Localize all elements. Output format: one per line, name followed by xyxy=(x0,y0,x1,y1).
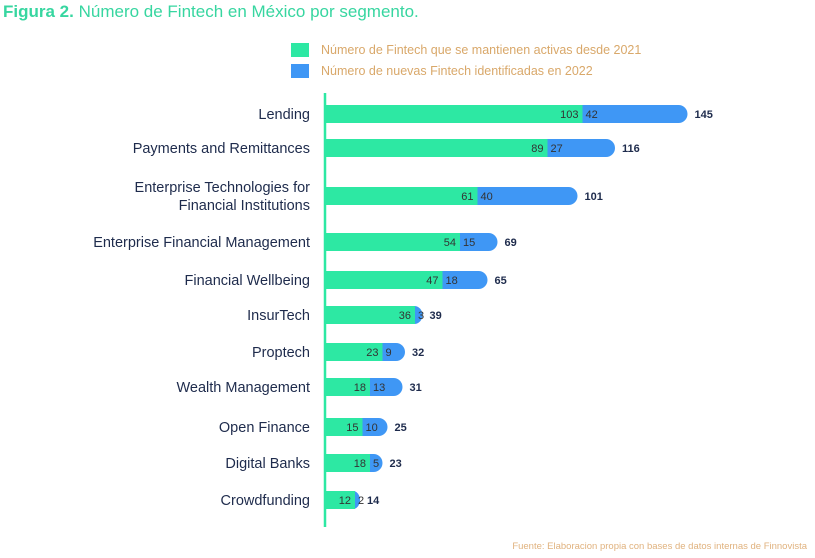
legend-swatch-blue xyxy=(291,64,309,78)
total-label-lending: 145 xyxy=(695,109,713,121)
value-label-new-proptech: 9 xyxy=(386,347,392,359)
value-label-active-insurtech: 36 xyxy=(399,310,411,322)
bar-segment-active-insurtech xyxy=(325,306,415,324)
category-label-wealth-management: Wealth Management xyxy=(176,380,310,396)
bar-segment-new-enterprise-financial-management xyxy=(451,233,498,251)
value-label-active-crowdfunding: 12 xyxy=(339,495,351,507)
value-label-new-crowdfunding: 2 xyxy=(358,495,364,507)
total-label-proptech: 32 xyxy=(412,347,424,359)
total-label-digital-banks: 23 xyxy=(390,458,402,470)
bar-segment-active-enterprise-financial-management xyxy=(325,233,460,251)
category-label-insurtech: InsurTech xyxy=(247,308,310,324)
category-label-proptech: Proptech xyxy=(252,345,310,361)
bar-segment-new-wealth-management xyxy=(361,378,403,396)
value-label-new-insurtech: 3 xyxy=(418,310,424,322)
bar-segment-new-financial-wellbeing xyxy=(433,271,488,289)
legend-swatch-green xyxy=(291,43,309,57)
value-label-new-digital-banks: 5 xyxy=(373,458,379,470)
category-label-digital-banks: Digital Banks xyxy=(225,456,310,472)
bar-segment-active-financial-wellbeing xyxy=(325,271,443,289)
total-label-payments-and-remittances: 116 xyxy=(622,143,640,155)
total-label-enterprise-financial-management: 69 xyxy=(505,237,517,249)
value-label-new-enterprise-financial-management: 15 xyxy=(463,237,475,249)
value-label-new-financial-wellbeing: 18 xyxy=(446,275,458,287)
total-label-insurtech: 39 xyxy=(430,310,442,322)
value-label-active-open-finance: 15 xyxy=(346,422,358,434)
legend-label-active-2021: Número de Fintech que se mantienen activ… xyxy=(321,43,642,57)
category-label-enterprise-financial-management: Enterprise Financial Management xyxy=(93,235,310,251)
source-note: Fuente: Elaboracion propia con bases de … xyxy=(512,541,807,552)
bar-segment-active-wealth-management xyxy=(325,378,370,396)
bar-segment-active-digital-banks xyxy=(325,454,370,472)
bar-segment-active-lending xyxy=(325,105,583,123)
total-label-crowdfunding: 14 xyxy=(367,495,380,507)
value-label-active-proptech: 23 xyxy=(366,347,378,359)
bar-segment-active-proptech xyxy=(325,343,383,361)
total-label-financial-wellbeing: 65 xyxy=(495,275,507,287)
bar-segment-new-payments-and-remittances xyxy=(538,139,615,157)
value-label-active-digital-banks: 18 xyxy=(354,458,366,470)
bar-segment-new-enterprise-technologies-for-financial-institutions xyxy=(468,187,578,205)
value-label-new-payments-and-remittances: 27 xyxy=(551,143,563,155)
value-label-active-payments-and-remittances: 89 xyxy=(531,143,543,155)
value-label-active-lending: 103 xyxy=(560,109,578,121)
chart-title: Figura 2. Número de Fintech en México po… xyxy=(3,2,419,22)
value-label-new-wealth-management: 13 xyxy=(373,382,385,394)
legend-label-new-2022: Número de nuevas Fintech identificadas e… xyxy=(321,64,593,78)
value-label-active-financial-wellbeing: 47 xyxy=(426,275,438,287)
category-label-crowdfunding: Crowdfunding xyxy=(221,493,310,509)
bar-segment-active-open-finance xyxy=(325,418,363,436)
figure-number: Figura 2. xyxy=(3,2,74,21)
value-label-new-enterprise-technologies-for-financial-institutions: 40 xyxy=(481,191,493,203)
category-label-payments-and-remittances: Payments and Remittances xyxy=(133,141,310,157)
category-label-open-finance: Open Finance xyxy=(219,420,310,436)
value-label-active-enterprise-financial-management: 54 xyxy=(444,237,456,249)
bar-segment-active-payments-and-remittances xyxy=(325,139,548,157)
category-label-enterprise-technologies-for-financial-institutions: Enterprise Technologies for Financial Ins… xyxy=(135,180,311,214)
value-label-active-enterprise-technologies-for-financial-institutions: 61 xyxy=(461,191,473,203)
figure-title-text: Número de Fintech en México por segmento… xyxy=(78,2,419,21)
value-label-new-lending: 42 xyxy=(586,109,598,121)
bar-segment-active-crowdfunding xyxy=(325,491,355,509)
value-label-active-wealth-management: 18 xyxy=(354,382,366,394)
legend-item-active-2021: Número de Fintech que se mantienen activ… xyxy=(291,42,641,58)
bar-segment-new-lending xyxy=(573,105,688,123)
total-label-open-finance: 25 xyxy=(395,422,407,434)
category-label-financial-wellbeing: Financial Wellbeing xyxy=(185,273,310,289)
legend-item-new-2022: Número de nuevas Fintech identificadas e… xyxy=(291,63,593,79)
bar-segment-active-enterprise-technologies-for-financial-institutions xyxy=(325,187,478,205)
value-label-new-open-finance: 10 xyxy=(366,422,378,434)
total-label-wealth-management: 31 xyxy=(410,382,422,394)
category-label-lending: Lending xyxy=(258,107,310,123)
total-label-enterprise-technologies-for-financial-institutions: 101 xyxy=(585,191,603,203)
